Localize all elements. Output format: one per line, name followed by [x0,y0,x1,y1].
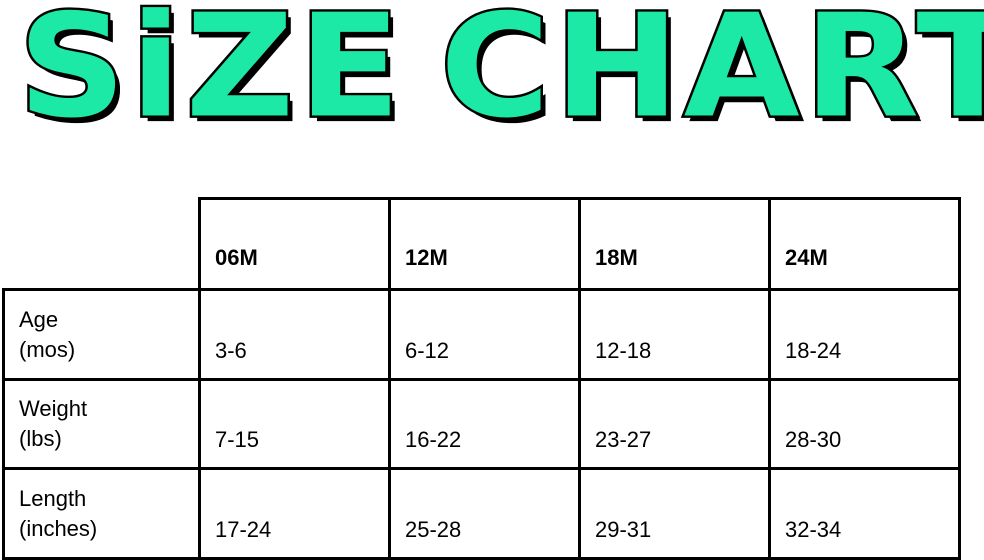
table-cell: 6-12 [388,288,581,381]
table-row-weight: Weight (lbs) 7-15 16-22 23-27 28-30 [2,378,961,470]
table-cell: 17-24 [198,467,391,560]
table-cell: 28-30 [768,378,961,470]
column-header: 12M [388,197,581,291]
title-word-chart: CHART [438,0,984,150]
column-header: 06M [198,197,391,291]
row-unit: (inches) [19,515,98,541]
table-cell: 23-27 [578,378,771,470]
size-table: 06M 12M 18M 24M Age (mos) 3-6 6-12 12-18 … [2,197,961,560]
header-row: 06M 12M 18M 24M [3,197,961,291]
table-row-age: Age (mos) 3-6 6-12 12-18 18-24 [2,288,961,381]
table-cell: 18-24 [768,288,961,381]
row-unit: (mos) [19,336,76,362]
table-cell: 32-34 [768,467,961,560]
table-row-length: Length (inches) 17-24 25-28 29-31 32-34 [2,467,961,560]
table-cell: 7-15 [198,378,391,470]
column-header: 24M [768,197,961,291]
column-header: 18M [578,197,771,291]
row-unit: (lbs) [19,426,62,451]
corner-cell [3,198,201,291]
size-chart-title: SiZE CHART [0,0,984,142]
row-header: Weight (lbs) [2,378,201,470]
row-header: Age (mos) [2,288,201,381]
row-label: Length [19,485,87,511]
title-word-size: SiZE [16,0,405,150]
row-header: Length (inches) [2,467,201,560]
table-cell: 16-22 [388,378,581,470]
table-cell: 3-6 [198,288,391,381]
row-label: Weight [19,396,88,421]
row-label: Age [19,306,59,332]
table-cell: 12-18 [578,288,771,381]
table-cell: 25-28 [388,467,581,560]
table-cell: 29-31 [578,467,771,560]
